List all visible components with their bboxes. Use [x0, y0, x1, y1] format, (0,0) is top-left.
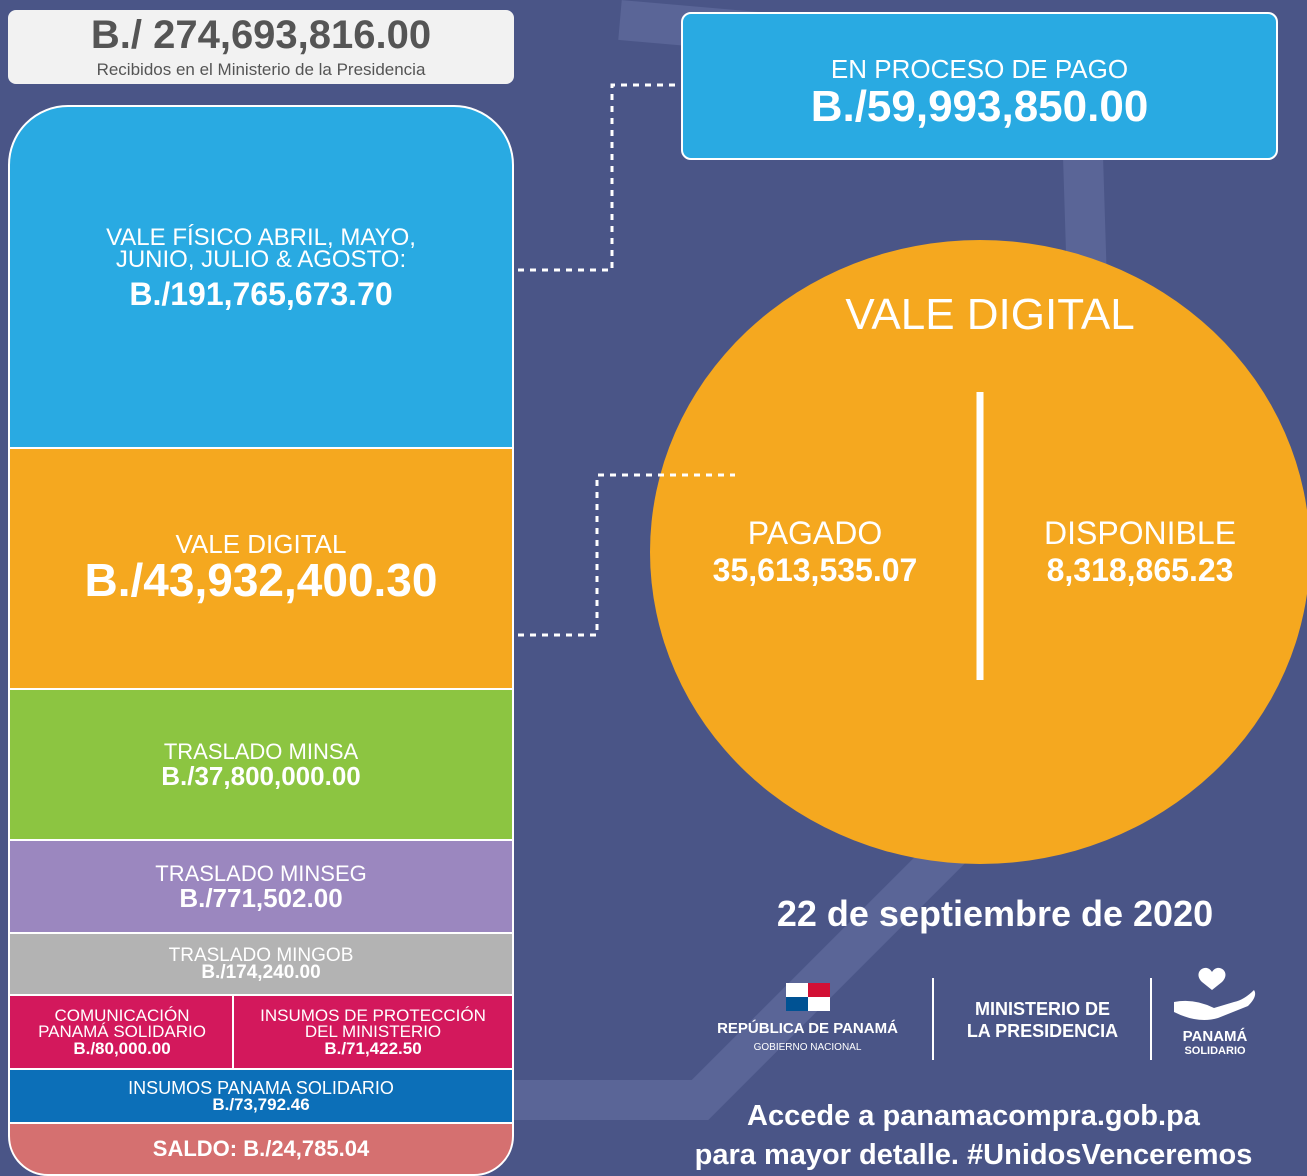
footer-line: para mayor detalle. #UnidosVenceremos: [640, 1139, 1307, 1172]
hands-icon: [1174, 967, 1256, 1020]
label: INSUMOS PANAMA SOLIDARIO: [128, 1077, 394, 1098]
date: 22 de septiembre de 2020: [776, 893, 1214, 934]
flag: [786, 983, 830, 1011]
connector: [470, 83, 712, 272]
text: para mayor detalle.: [694, 1139, 968, 1171]
label: INSUMOS DE PROTECCIÓN: [260, 1005, 486, 1025]
text: MINISTERIO DE: [974, 999, 1110, 1019]
label: VALE DIGITAL: [175, 528, 347, 559]
amount: B./771,502.00: [179, 882, 343, 913]
text: SOLIDARIO: [1184, 1045, 1246, 1057]
left-part: PAGADO 35,613,535.07: [660, 515, 970, 589]
label: PAGADO: [747, 515, 883, 551]
right-part: DISPONIBLE 8,318,865.23: [990, 515, 1290, 589]
footer: Accede a panamacompra.gob.pa para mayor …: [640, 1100, 1307, 1172]
label: VALE FÍSICO ABRIL, MAYO,: [106, 224, 416, 251]
block: TRASLADO MINSEG B./771,502.00: [8, 839, 514, 934]
amount: B./73,792.46: [212, 1094, 310, 1114]
header-amount: B./ 274,693,816.00: [90, 13, 432, 57]
in-process-box: EN PROCESO DE PAGO B./59,993,850.00: [681, 12, 1278, 160]
amount: B./80,000.00: [73, 1038, 171, 1058]
value: 35,613,535.07: [712, 552, 918, 588]
label: DISPONIBLE: [1043, 515, 1237, 551]
block: INSUMOS DE PROTECCIÓN DEL MINISTERIO B./…: [232, 994, 514, 1070]
block: COMUNICACIÓN PANAMÁ SOLIDARIO B./80,000.…: [8, 994, 234, 1070]
header-box: B./ 274,693,816.00 Recibidos en el Minis…: [8, 10, 514, 84]
block: TRASLADO MINGOB B./174,240.00: [8, 932, 514, 996]
amount: B./191,765,673.70: [129, 276, 393, 312]
label: TRASLADO MINSEG: [155, 860, 367, 886]
connector: [470, 473, 735, 637]
hashtag: #UnidosVenceremos: [967, 1139, 1253, 1171]
block: VALE FÍSICO ABRIL, MAYO, JUNIO, JULIO & …: [8, 105, 514, 449]
block: TRASLADO MINSA B./37,800,000.00: [8, 688, 514, 841]
amount: B./43,932,400.30: [84, 553, 438, 606]
logo-republic: REPÚBLICA DE PANAMÁ: [717, 1020, 898, 1037]
block: INSUMOS PANAMA SOLIDARIO B./73,792.46: [8, 1068, 514, 1124]
value: 8,318,865.23: [1046, 552, 1234, 588]
block: SALDO: B./24,785.04: [8, 1122, 514, 1176]
footer-line: Accede a panamacompra.gob.pa: [640, 1100, 1307, 1133]
amount: B./71,422.50: [324, 1038, 422, 1058]
label: SALDO: B./24,785.04: [152, 1136, 370, 1161]
block: VALE DIGITAL B./43,932,400.30: [8, 447, 514, 690]
separator: [1150, 978, 1152, 1060]
label: TRASLADO MINGOB: [168, 944, 354, 966]
label: COMUNICACIÓN: [54, 1005, 190, 1025]
amount: B./174,240.00: [201, 961, 321, 983]
separator: [932, 978, 934, 1060]
label: DEL MINISTERIO: [304, 1021, 442, 1041]
label: PANAMÁ SOLIDARIO: [38, 1021, 206, 1041]
logo-government: GOBIERNO NACIONAL: [753, 1042, 862, 1053]
text: LA PRESIDENCIA: [966, 1021, 1119, 1041]
label: TRASLADO MINSA: [163, 738, 359, 764]
text: PANAMÁ: [1182, 1028, 1248, 1045]
in-process-amount: B./59,993,850.00: [810, 82, 1149, 131]
header-caption: Recibidos en el Ministerio de la Preside…: [96, 60, 426, 79]
logo-solidario: PANAMÁ SOLIDARIO: [1165, 1028, 1265, 1058]
text: Accede a: [747, 1100, 883, 1132]
label: JUNIO, JULIO & AGOSTO:: [115, 246, 407, 273]
link: panamacompra.gob.pa: [882, 1100, 1200, 1132]
circle-title: VALE DIGITAL: [845, 290, 1135, 339]
logo-ministry: MINISTERIO DE LA PRESIDENCIA: [945, 998, 1140, 1042]
amount: B./37,800,000.00: [161, 760, 361, 791]
in-process-label: EN PROCESO DE PAGO: [830, 54, 1129, 84]
